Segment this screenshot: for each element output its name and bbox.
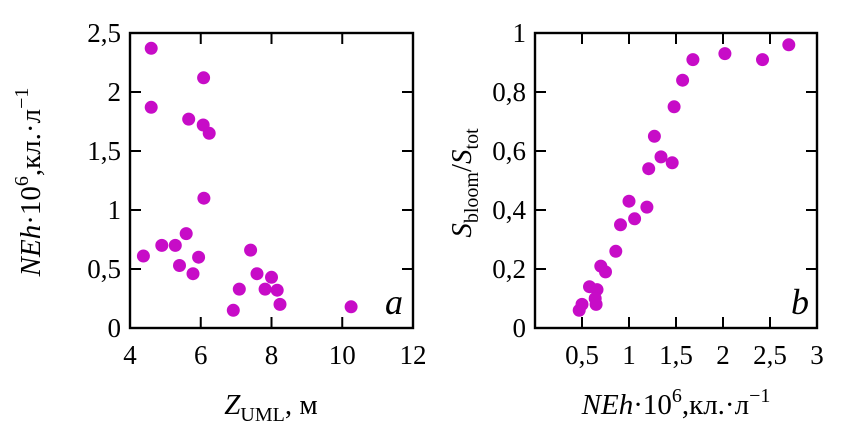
y-tick-label: 0 <box>108 313 122 343</box>
data-point <box>756 53 769 67</box>
data-point <box>202 126 216 140</box>
data-point <box>622 194 636 208</box>
y-tick-label: 1,5 <box>87 136 121 166</box>
x-tick-label: 3 <box>810 340 824 370</box>
plot-frame <box>533 31 819 330</box>
data-point <box>665 156 679 170</box>
data-point <box>599 265 612 279</box>
data-point <box>628 212 642 226</box>
data-point <box>250 267 264 281</box>
data-point <box>640 200 654 214</box>
y-tick-label: 2,5 <box>87 18 121 48</box>
data-point <box>182 112 196 126</box>
x-axis-label: NEh·106,кл.·л−1 <box>581 385 771 421</box>
x-tick-label: 8 <box>265 340 279 370</box>
data-point <box>186 267 200 281</box>
data-point <box>782 38 796 52</box>
panel-a: 4 6 8 10 12 0 0,5 1 1,5 2 2,5 ZUML, м NEh·106,кл.·л−… <box>11 18 427 426</box>
data-point <box>173 259 186 272</box>
data-point <box>609 244 623 258</box>
y-tick-label: 0,4 <box>492 195 526 225</box>
data-point <box>654 150 668 164</box>
data-point <box>270 283 284 297</box>
data-point <box>667 100 681 114</box>
data-point <box>232 282 246 296</box>
x-tick-label: 4 <box>123 340 137 370</box>
x-tick-label: 6 <box>194 340 208 370</box>
data-point <box>144 100 158 114</box>
x-tick-label: 1,5 <box>659 340 693 370</box>
data-point <box>168 238 182 252</box>
data-point <box>155 238 169 252</box>
data-point <box>179 227 193 241</box>
data-point <box>344 300 358 314</box>
data-point <box>197 191 211 205</box>
data-point <box>192 250 206 264</box>
data-point <box>258 282 272 296</box>
data-point <box>614 218 627 232</box>
data-point <box>144 41 158 55</box>
y-tick-label: 0,8 <box>492 77 526 107</box>
panel-letter: b <box>791 282 809 322</box>
x-tick-label: 12 <box>400 340 427 370</box>
y-tick-label: 2 <box>108 77 122 107</box>
data-point <box>686 53 700 67</box>
x-tick-label: 10 <box>329 340 356 370</box>
y-tick-label: 0,2 <box>492 254 526 284</box>
x-tick-label: 2 <box>716 340 730 370</box>
data-point <box>273 297 287 311</box>
data-point <box>647 129 661 143</box>
x-axis-label: ZUML, м <box>224 389 317 426</box>
data-point <box>226 303 240 317</box>
y-tick-label: 0,5 <box>87 254 121 284</box>
data-point <box>265 270 278 284</box>
panel-b: 0,5 1 1,5 2 2,5 3 0 0,2 0,4 0,6 0,8 1 NEh·106,кл.·л−… <box>446 18 824 421</box>
panel-letter: a <box>385 282 403 322</box>
data-point <box>589 297 603 311</box>
data-point <box>197 71 211 85</box>
data-point <box>136 249 150 263</box>
data-point <box>718 47 732 61</box>
x-tick-label: 2,5 <box>753 340 787 370</box>
y-axis-label: Sbloom/Stot <box>446 128 483 238</box>
data-point <box>575 297 589 311</box>
y-axis-label: NEh·106,кл.·л−1 <box>11 88 47 278</box>
x-tick-label: 1 <box>622 340 636 370</box>
data-point <box>676 73 690 87</box>
y-tick-label: 0,6 <box>492 136 526 166</box>
x-tick-label: 0,5 <box>565 340 599 370</box>
y-tick-label: 1 <box>108 195 122 225</box>
y-tick-label: 1 <box>513 18 527 48</box>
y-tick-label: 0 <box>513 313 527 343</box>
data-point <box>244 243 258 257</box>
data-point <box>642 162 656 176</box>
